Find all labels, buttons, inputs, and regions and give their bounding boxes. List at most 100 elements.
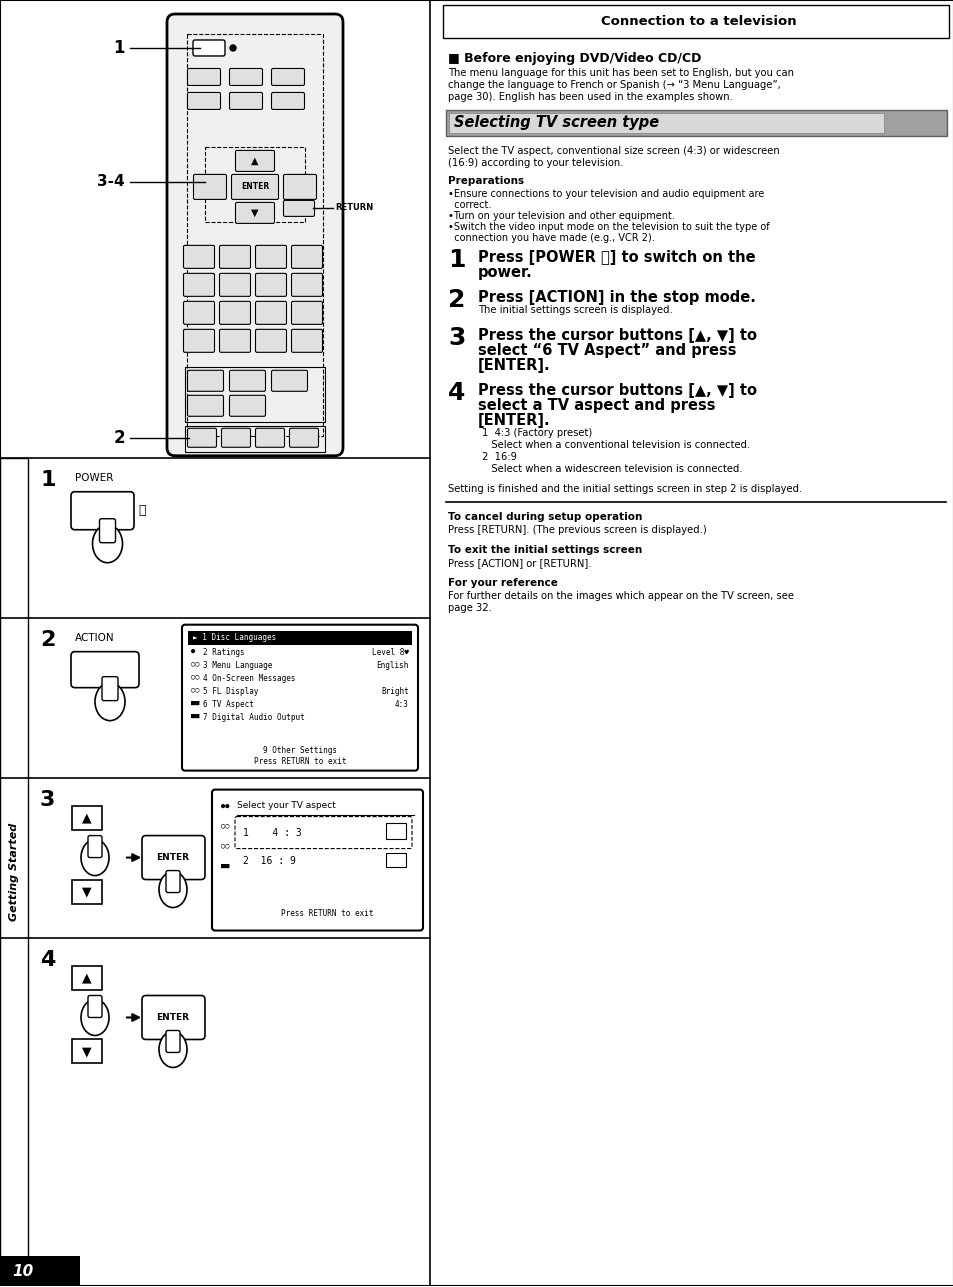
Bar (449, 113, 883, 133)
FancyBboxPatch shape (255, 273, 286, 296)
FancyBboxPatch shape (255, 329, 286, 353)
FancyBboxPatch shape (188, 68, 220, 85)
Bar (71, 965, 102, 990)
Text: 4:3: 4:3 (395, 700, 409, 709)
FancyBboxPatch shape (219, 246, 251, 269)
Text: 6 TV Aspect: 6 TV Aspect (203, 700, 253, 709)
Text: ENTER: ENTER (240, 183, 269, 192)
FancyBboxPatch shape (292, 246, 322, 269)
Text: page 32.: page 32. (448, 602, 492, 613)
Text: power.: power. (477, 265, 532, 279)
Text: ▲: ▲ (82, 811, 91, 824)
Bar (71, 1040, 102, 1063)
Text: 1    4 : 3: 1 4 : 3 (243, 828, 301, 838)
Bar (442, 5, 948, 39)
Text: 4: 4 (40, 950, 55, 969)
Text: 2: 2 (113, 429, 125, 447)
Text: ■■: ■■ (191, 700, 199, 705)
Text: ▼: ▼ (251, 208, 258, 218)
Text: 1: 1 (448, 248, 465, 272)
Text: Select when a widescreen television is connected.: Select when a widescreen television is c… (481, 463, 741, 474)
Bar (188, 631, 412, 645)
FancyBboxPatch shape (183, 246, 214, 269)
FancyBboxPatch shape (289, 429, 318, 448)
Text: ► 1 Disc Languages: ► 1 Disc Languages (193, 633, 276, 642)
Text: Selecting TV screen type: Selecting TV screen type (454, 116, 659, 130)
Text: ○○: ○○ (191, 687, 199, 692)
FancyBboxPatch shape (292, 329, 322, 353)
FancyBboxPatch shape (272, 93, 304, 109)
Text: Preparations: Preparations (448, 176, 523, 185)
Ellipse shape (159, 871, 187, 907)
FancyBboxPatch shape (221, 429, 251, 448)
Text: Press RETURN to exit: Press RETURN to exit (281, 909, 374, 918)
Text: [ENTER].: [ENTER]. (477, 413, 550, 427)
Text: Press the cursor buttons [▲, ▼] to: Press the cursor buttons [▲, ▼] to (477, 328, 757, 342)
Text: POWER: POWER (75, 472, 113, 483)
FancyBboxPatch shape (230, 371, 265, 391)
Text: 3 Menu Language: 3 Menu Language (203, 660, 273, 669)
Ellipse shape (95, 682, 125, 721)
FancyBboxPatch shape (193, 175, 226, 199)
Text: Setting is finished and the initial settings screen in step 2 is displayed.: Setting is finished and the initial sett… (448, 484, 801, 494)
Text: ▲: ▲ (251, 156, 258, 166)
Text: ■■: ■■ (191, 713, 199, 718)
Text: 3: 3 (448, 326, 465, 350)
FancyBboxPatch shape (183, 329, 214, 353)
FancyBboxPatch shape (230, 395, 265, 416)
Text: English: English (376, 660, 409, 669)
Text: ■ Before enjoying DVD/Video CD/CD: ■ Before enjoying DVD/Video CD/CD (448, 51, 700, 64)
Text: ACTION: ACTION (75, 633, 114, 642)
Text: page 30). English has been used in the examples shown.: page 30). English has been used in the e… (448, 91, 732, 102)
Text: The menu language for this unit has been set to English, but you can: The menu language for this unit has been… (448, 68, 793, 79)
Bar (71, 806, 102, 830)
Text: •Switch the video input mode on the television to suit the type of: •Switch the video input mode on the tele… (448, 221, 769, 232)
FancyBboxPatch shape (255, 301, 286, 324)
FancyBboxPatch shape (188, 429, 216, 448)
Text: 4 On-Screen Messages: 4 On-Screen Messages (203, 673, 295, 682)
Text: 2: 2 (40, 629, 55, 650)
Text: ENTER: ENTER (156, 853, 190, 862)
Text: ●: ● (191, 647, 195, 654)
FancyBboxPatch shape (255, 246, 286, 269)
Text: Press [POWER ⏻] to switch on the: Press [POWER ⏻] to switch on the (477, 250, 755, 265)
FancyBboxPatch shape (219, 273, 251, 296)
FancyBboxPatch shape (283, 175, 316, 199)
FancyBboxPatch shape (292, 273, 322, 296)
Ellipse shape (92, 525, 122, 562)
Text: Press [RETURN]. (The previous screen is displayed.): Press [RETURN]. (The previous screen is … (448, 525, 706, 534)
Text: RETURN: RETURN (335, 203, 373, 212)
Text: (16:9) according to your television.: (16:9) according to your television. (448, 158, 623, 167)
Text: ■■: ■■ (221, 862, 230, 869)
Text: 2: 2 (448, 288, 465, 311)
Bar (187, 33, 323, 436)
FancyBboxPatch shape (234, 816, 412, 848)
Bar (71, 879, 102, 903)
Text: 2 Ratings: 2 Ratings (203, 647, 244, 656)
Text: For further details on the images which appear on the TV screen, see: For further details on the images which … (448, 591, 793, 601)
FancyBboxPatch shape (142, 835, 205, 879)
Text: ○○: ○○ (191, 673, 199, 680)
Text: 1  4:3 (Factory preset): 1 4:3 (Factory preset) (481, 427, 592, 438)
Text: For your reference: For your reference (448, 578, 558, 588)
Text: ENTER: ENTER (156, 1013, 190, 1022)
FancyBboxPatch shape (188, 93, 220, 109)
FancyBboxPatch shape (235, 151, 274, 171)
FancyBboxPatch shape (88, 996, 102, 1018)
Bar (446, 109, 946, 136)
Text: ●●: ●● (221, 803, 230, 808)
FancyBboxPatch shape (142, 996, 205, 1040)
Text: Press [ACTION] or [RETURN].: Press [ACTION] or [RETURN]. (448, 557, 591, 568)
Bar (185, 367, 325, 422)
Text: Press RETURN to exit: Press RETURN to exit (253, 757, 346, 766)
Text: •Ensure connections to your television and audio equipment are: •Ensure connections to your television a… (448, 189, 763, 199)
Text: Level 8♥: Level 8♥ (372, 647, 409, 656)
FancyBboxPatch shape (219, 329, 251, 353)
FancyBboxPatch shape (188, 371, 223, 391)
Text: Press [ACTION] in the stop mode.: Press [ACTION] in the stop mode. (477, 290, 755, 305)
FancyBboxPatch shape (212, 790, 422, 931)
Text: select a TV aspect and press: select a TV aspect and press (477, 398, 715, 413)
Ellipse shape (81, 839, 109, 875)
Bar (0, 458, 28, 1286)
FancyBboxPatch shape (272, 68, 304, 85)
